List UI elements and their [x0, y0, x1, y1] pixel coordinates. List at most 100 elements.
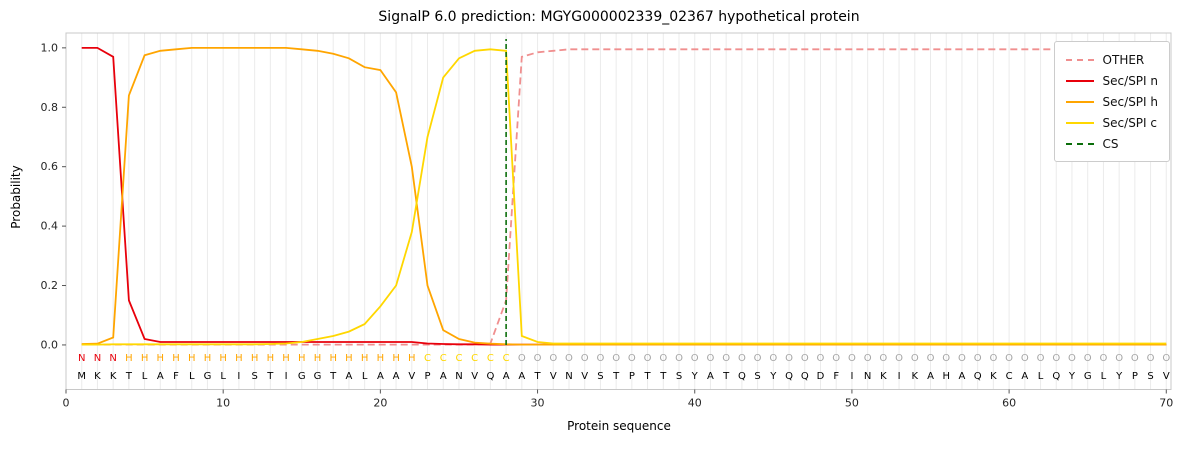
- sequence-letter: V: [581, 371, 588, 382]
- region-letter: O: [1099, 353, 1107, 364]
- region-letter: O: [785, 353, 793, 364]
- sequence-letter: L: [1038, 371, 1044, 382]
- region-letter: O: [549, 353, 557, 364]
- sequence-letter: F: [173, 371, 179, 382]
- region-letter: H: [141, 353, 149, 364]
- region-letter: O: [675, 353, 683, 364]
- series-sec-spi-c: [81, 48, 1167, 346]
- sequence-letter: K: [990, 371, 997, 382]
- sequence-letter: A: [503, 371, 510, 382]
- region-letter: O: [1162, 353, 1170, 364]
- sequence-letter: H: [942, 371, 950, 382]
- region-letter: O: [958, 353, 966, 364]
- region-letter: O: [612, 353, 620, 364]
- sequence-letter: G: [1084, 371, 1092, 382]
- x-tick-label: 50: [845, 397, 859, 410]
- sequence-letter: A: [346, 371, 353, 382]
- sequence-letter: I: [850, 371, 853, 382]
- region-letter: C: [487, 353, 494, 364]
- sequence-letter: Q: [785, 371, 793, 382]
- sequence-letter: M: [77, 371, 86, 382]
- region-letter: O: [581, 353, 589, 364]
- region-letter: O: [1005, 353, 1013, 364]
- sequence-letter: K: [880, 371, 887, 382]
- region-letter: O: [518, 353, 526, 364]
- region-letter: H: [329, 353, 337, 364]
- x-tick-label: 40: [688, 397, 702, 410]
- series-sec-spi-n: [81, 47, 1167, 346]
- sequence-letter: Q: [974, 371, 982, 382]
- series-sec-spi-h: [81, 47, 1167, 346]
- plot-frame: [65, 32, 1172, 390]
- region-letter: C: [440, 353, 447, 364]
- legend-line-sample: [1065, 121, 1094, 124]
- sequence-letter: Q: [1052, 371, 1060, 382]
- sequence-letter: L: [189, 371, 195, 382]
- region-letter: O: [707, 353, 715, 364]
- sequence-letter: T: [329, 371, 337, 382]
- y-axis-label: Probability: [9, 165, 23, 229]
- sequence-letter: S: [676, 371, 682, 382]
- region-letter: O: [1037, 353, 1045, 364]
- region-letter: O: [1052, 353, 1060, 364]
- region-letter: H: [157, 353, 165, 364]
- sequence-letter: T: [659, 371, 667, 382]
- legend-line-sample: [1065, 58, 1094, 61]
- region-letter: O: [1115, 353, 1123, 364]
- region-letter: O: [864, 353, 872, 364]
- sequence-letter: N: [455, 371, 462, 382]
- region-letter: C: [455, 353, 462, 364]
- y-tick-label: 0.0: [41, 338, 59, 351]
- sequence-letter: A: [959, 371, 966, 382]
- sequence-letter: S: [1147, 371, 1153, 382]
- legend-item-sec-spi-n: Sec/SPI n: [1065, 70, 1158, 91]
- legend-item-cs: CS: [1065, 133, 1158, 154]
- legend-line-sample: [1065, 100, 1094, 103]
- sequence-letter: G: [314, 371, 322, 382]
- region-letter: H: [377, 353, 385, 364]
- sequence-letter: A: [393, 371, 400, 382]
- region-letter: O: [769, 353, 777, 364]
- region-letter: H: [408, 353, 416, 364]
- sequence-letter: S: [251, 371, 257, 382]
- region-letter: H: [392, 353, 400, 364]
- y-tick-label: 0.6: [41, 160, 59, 173]
- region-letter: O: [974, 353, 982, 364]
- region-letter: O: [801, 353, 809, 364]
- region-letter: O: [1084, 353, 1092, 364]
- sequence-letter: T: [644, 371, 652, 382]
- region-letter: O: [596, 353, 604, 364]
- region-letter: H: [219, 353, 227, 364]
- sequence-letter: A: [1021, 371, 1028, 382]
- sequence-letter: C: [1006, 371, 1013, 382]
- legend-line-sample: [1065, 79, 1094, 82]
- x-tick-label: 30: [531, 397, 545, 410]
- sequence-letter: L: [220, 371, 226, 382]
- y-tick-label: 0.8: [41, 101, 59, 114]
- sequence-letter: D: [817, 371, 825, 382]
- sequence-letter: I: [898, 371, 901, 382]
- region-letter: O: [942, 353, 950, 364]
- legend-label: Sec/SPI h: [1102, 94, 1158, 109]
- sequence-letter: V: [1163, 371, 1170, 382]
- region-letter: C: [424, 353, 431, 364]
- sequence-letter: Y: [691, 371, 699, 382]
- sequence-letter: A: [707, 371, 714, 382]
- region-letter: H: [172, 353, 180, 364]
- series-other: [81, 48, 1167, 346]
- sequence-letter: N: [565, 371, 572, 382]
- region-letter: H: [298, 353, 306, 364]
- sequence-letter: T: [266, 371, 274, 382]
- x-tick-label: 60: [1002, 397, 1016, 410]
- sequence-letter: K: [912, 371, 919, 382]
- region-letter: H: [361, 353, 369, 364]
- region-letter: O: [1147, 353, 1155, 364]
- sequence-letter: S: [754, 371, 760, 382]
- region-letter: O: [911, 353, 919, 364]
- sequence-letter: S: [597, 371, 603, 382]
- sequence-letter: A: [377, 371, 384, 382]
- sequence-letter: L: [142, 371, 148, 382]
- region-letter: O: [832, 353, 840, 364]
